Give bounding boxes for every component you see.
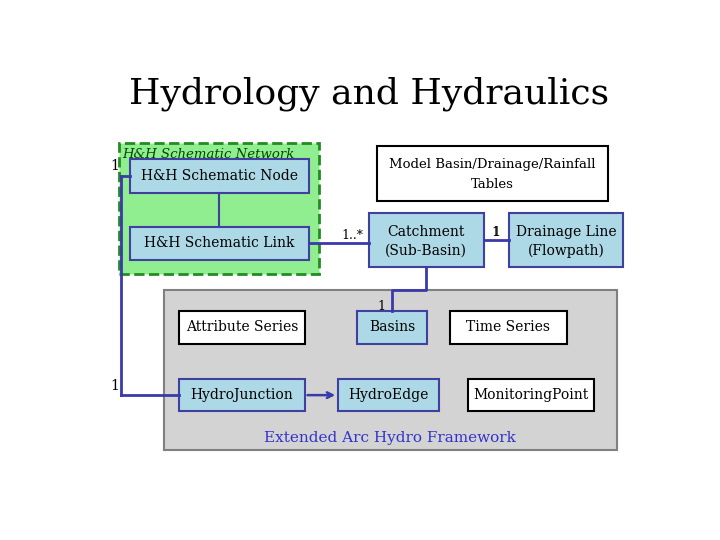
Text: HydroJunction: HydroJunction — [191, 388, 293, 402]
FancyBboxPatch shape — [130, 159, 309, 193]
FancyBboxPatch shape — [179, 311, 305, 343]
Text: MonitoringPoint: MonitoringPoint — [473, 388, 589, 402]
Text: H&H Schematic Node: H&H Schematic Node — [141, 168, 298, 183]
FancyBboxPatch shape — [451, 311, 567, 343]
FancyBboxPatch shape — [508, 213, 624, 267]
Text: 1: 1 — [110, 159, 120, 173]
FancyBboxPatch shape — [357, 311, 427, 343]
Text: (Sub-Basin): (Sub-Basin) — [385, 244, 467, 258]
Text: (Flowpath): (Flowpath) — [528, 243, 604, 258]
Text: Extended Arc Hydro Framework: Extended Arc Hydro Framework — [264, 431, 516, 446]
Text: Time Series: Time Series — [467, 320, 551, 334]
Text: H&H Schematic Link: H&H Schematic Link — [144, 237, 294, 251]
Text: HydroEdge: HydroEdge — [348, 388, 428, 402]
Text: H&H Schematic Network: H&H Schematic Network — [122, 147, 294, 160]
FancyBboxPatch shape — [369, 213, 484, 267]
Text: Attribute Series: Attribute Series — [186, 320, 298, 334]
FancyBboxPatch shape — [120, 143, 320, 274]
FancyBboxPatch shape — [377, 146, 608, 201]
Text: 1: 1 — [110, 379, 120, 393]
Text: 1: 1 — [492, 226, 500, 239]
Text: Catchment: Catchment — [387, 225, 465, 239]
Text: Tables: Tables — [471, 178, 513, 191]
FancyBboxPatch shape — [163, 289, 617, 450]
FancyBboxPatch shape — [468, 379, 594, 411]
FancyBboxPatch shape — [179, 379, 305, 411]
Text: 1..*: 1..* — [341, 230, 363, 242]
FancyBboxPatch shape — [338, 379, 438, 411]
Text: Hydrology and Hydraulics: Hydrology and Hydraulics — [129, 77, 609, 111]
Text: 1: 1 — [492, 226, 500, 239]
FancyBboxPatch shape — [130, 226, 309, 260]
Text: Basins: Basins — [369, 320, 415, 334]
Text: Model Basin/Drainage/Rainfall: Model Basin/Drainage/Rainfall — [389, 158, 595, 171]
Text: Drainage Line: Drainage Line — [516, 225, 616, 239]
Text: 1: 1 — [377, 300, 385, 313]
